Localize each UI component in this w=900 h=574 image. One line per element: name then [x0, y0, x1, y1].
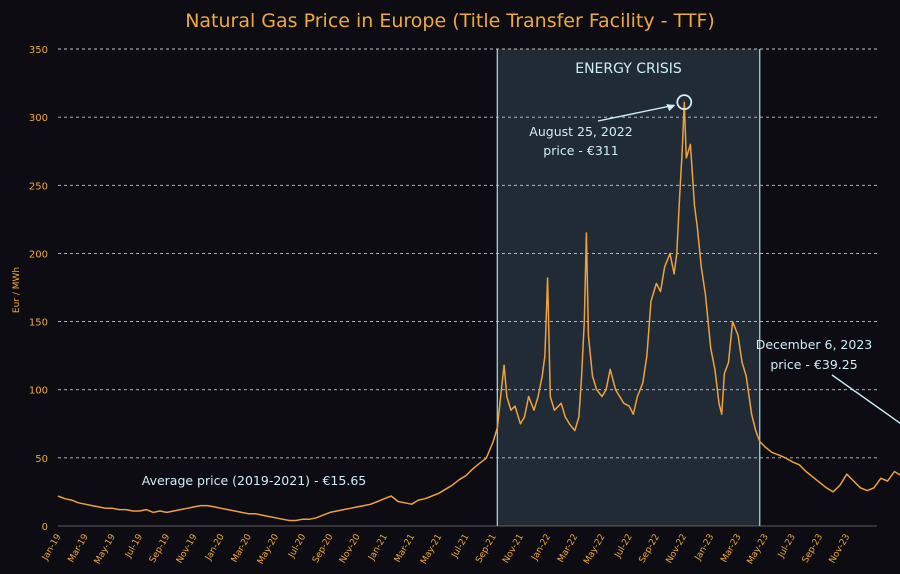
chart-title: Natural Gas Price in Europe (Title Trans… — [185, 10, 715, 32]
y-tick-label: 300 — [29, 113, 48, 124]
x-tick-label: Jul-22 — [613, 533, 635, 561]
x-tick-label: Mar-20 — [230, 532, 254, 564]
y-tick-label: 350 — [29, 45, 48, 56]
y-axis-label: Eur / MWh — [12, 267, 22, 313]
x-tick-label: Jan-21 — [367, 533, 390, 564]
x-tick-label: Sep-22 — [638, 533, 662, 565]
latest-label-price: price - €39.25 — [770, 357, 857, 372]
x-tick-label: Sep-21 — [474, 533, 498, 565]
x-tick-label: Jul-23 — [776, 533, 798, 561]
x-tick-label: Mar-19 — [67, 532, 91, 564]
peak-arrowhead — [666, 104, 676, 112]
x-tick-label: Jul-20 — [286, 532, 308, 560]
average-price-label: Average price (2019-2021) - €15.65 — [142, 473, 366, 488]
x-tick-label: Nov-20 — [338, 532, 363, 565]
x-tick-label: Nov-23 — [828, 533, 853, 566]
x-tick-label: Jan-23 — [693, 533, 716, 564]
latest-arrow — [831, 374, 900, 424]
peak-marker — [676, 94, 693, 111]
y-tick-label: 0 — [42, 522, 48, 533]
y-tick-label: 50 — [35, 454, 48, 465]
crisis-label: ENERGY CRISIS — [575, 61, 682, 77]
x-tick-label: Jul-19 — [123, 532, 145, 560]
crisis-region — [497, 49, 760, 526]
x-tick-label: Sep-23 — [801, 533, 825, 565]
x-tick-label: Nov-21 — [501, 533, 526, 566]
price-series-line — [57, 101, 900, 522]
x-tick-label: Nov-19 — [175, 532, 200, 565]
x-tick-label: Sep-20 — [311, 532, 336, 565]
x-tick-label: May-21 — [419, 533, 444, 567]
y-tick-label: 100 — [29, 386, 48, 397]
y-tick-label: 150 — [29, 318, 48, 329]
x-tick-label: Jan-19 — [40, 532, 64, 563]
y-tick-label: 200 — [29, 249, 48, 260]
x-tick-label: May-19 — [93, 532, 118, 566]
x-tick-label: Mar-23 — [719, 533, 743, 565]
x-tick-label: Mar-21 — [393, 533, 417, 565]
x-tick-label: Jan-20 — [203, 532, 227, 563]
x-tick-label: Jul-21 — [450, 533, 472, 561]
y-tick-label: 250 — [29, 181, 48, 192]
x-tick-label: May-20 — [256, 532, 281, 566]
x-tick-label: May-22 — [582, 533, 607, 567]
peak-label-price: price - €311 — [543, 143, 618, 158]
peak-label-date: August 25, 2022 — [529, 124, 632, 139]
x-tick-label: Sep-19 — [148, 532, 173, 565]
x-tick-label: Mar-22 — [556, 533, 580, 565]
x-tick-label: Jan-22 — [530, 533, 553, 564]
latest-label-date: December 6, 2023 — [756, 337, 873, 352]
peak-arrow — [597, 104, 675, 122]
x-tick-label: May-23 — [746, 533, 771, 567]
x-tick-label: Nov-22 — [665, 533, 690, 566]
